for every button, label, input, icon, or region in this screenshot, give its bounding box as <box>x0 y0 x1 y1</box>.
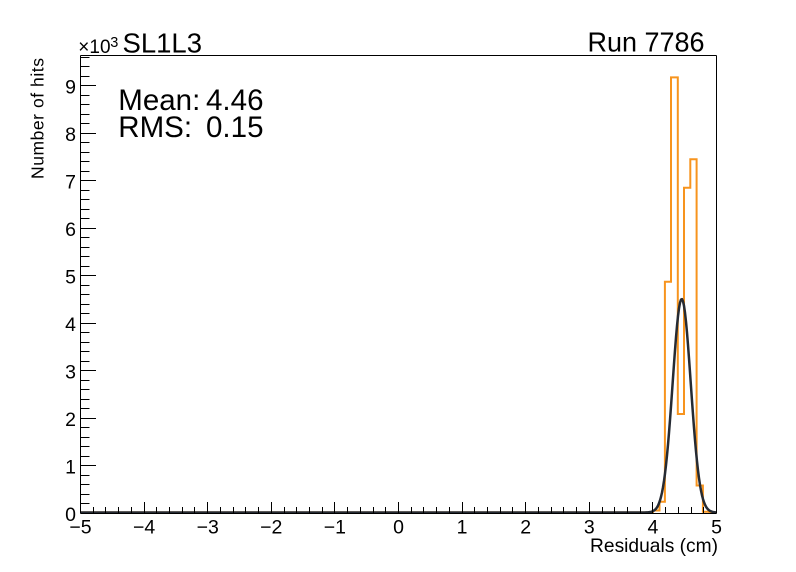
svg-text:−3: −3 <box>197 517 219 539</box>
svg-text:9: 9 <box>65 76 76 98</box>
svg-text:3: 3 <box>110 35 118 51</box>
svg-text:5: 5 <box>711 517 722 539</box>
svg-text:4: 4 <box>647 517 658 539</box>
svg-text:−1: −1 <box>324 517 346 539</box>
svg-text:−5: −5 <box>69 517 91 539</box>
svg-text:−4: −4 <box>133 517 155 539</box>
svg-text:4.46: 4.46 <box>206 84 264 117</box>
svg-text:4: 4 <box>65 314 76 336</box>
svg-text:1: 1 <box>65 457 76 479</box>
svg-text:0: 0 <box>65 504 76 526</box>
svg-text:×10: ×10 <box>78 37 110 58</box>
svg-text:Run 7786: Run 7786 <box>588 26 705 57</box>
svg-text:7: 7 <box>65 171 76 193</box>
svg-text:3: 3 <box>65 362 76 384</box>
svg-text:0: 0 <box>393 517 404 539</box>
svg-text:2: 2 <box>65 409 76 431</box>
svg-text:Mean:: Mean: <box>118 84 200 117</box>
svg-text:Number of hits: Number of hits <box>28 58 48 180</box>
svg-text:8: 8 <box>65 124 76 146</box>
svg-text:SL1L3: SL1L3 <box>123 27 203 58</box>
svg-text:5: 5 <box>65 267 76 289</box>
svg-text:RMS:: RMS: <box>118 111 192 144</box>
svg-text:6: 6 <box>65 219 76 241</box>
svg-text:1: 1 <box>457 517 468 539</box>
svg-text:2: 2 <box>520 517 531 539</box>
svg-text:3: 3 <box>584 517 595 539</box>
svg-text:0.15: 0.15 <box>206 111 264 144</box>
svg-text:−2: −2 <box>260 517 282 539</box>
svg-text:Residuals (cm): Residuals (cm) <box>590 536 718 557</box>
